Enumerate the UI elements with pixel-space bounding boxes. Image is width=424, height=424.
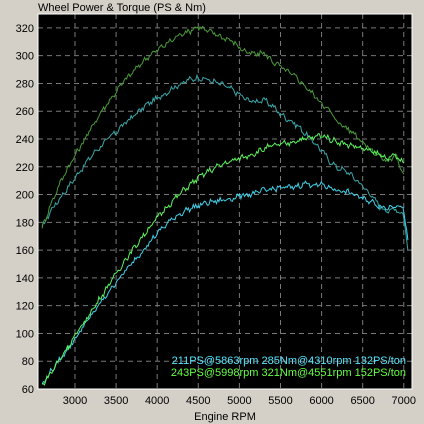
legend-entry-blue: 211PS@5863rpm 285Nm@4310rpm 132PS/ton — [172, 355, 406, 367]
series-layer — [41, 25, 409, 386]
x-tick-label: 4500 — [186, 395, 210, 407]
y-tick-label: 80 — [22, 356, 34, 368]
x-axis-label: Engine RPM — [194, 411, 256, 423]
x-tick-label: 3000 — [63, 395, 87, 407]
x-tick-label: 5000 — [227, 395, 251, 407]
series-line-power-3 — [41, 133, 405, 386]
legend-entry-green: 243PS@5998rpm 321Nm@4551rpm 152PS/ton — [171, 367, 406, 379]
y-axis-ticks: 60 80 100 120 140 160 180 200 220 240 260 280 300 320 — [16, 23, 34, 396]
x-tick-label: 4000 — [145, 395, 169, 407]
series-line-power-2 — [41, 180, 409, 385]
x-tick-label: 6000 — [309, 395, 333, 407]
series-line-torque-0 — [41, 73, 409, 251]
y-tick-label: 320 — [16, 23, 34, 35]
x-tick-label: 3500 — [104, 395, 128, 407]
x-tick-label: 5500 — [268, 395, 292, 407]
y-tick-label: 140 — [16, 273, 34, 285]
y-tick-label: 160 — [16, 245, 34, 257]
y-tick-label: 240 — [16, 134, 34, 146]
y-tick-label: 280 — [16, 78, 34, 90]
y-tick-label: 60 — [22, 384, 34, 396]
y-tick-label: 180 — [16, 217, 34, 229]
y-tick-label: 120 — [16, 301, 34, 313]
y-tick-label: 220 — [16, 162, 34, 174]
x-tick-label: 6500 — [350, 395, 374, 407]
y-tick-label: 100 — [16, 328, 34, 340]
chart-title: Wheel Power & Torque (PS & Nm) — [38, 2, 206, 14]
x-axis-ticks: 3000 3500 4000 4500 5000 5500 6000 6500 7000 — [63, 395, 416, 407]
x-tick-label: 7000 — [392, 395, 416, 407]
series-line-torque-1 — [41, 25, 405, 229]
y-tick-label: 200 — [16, 190, 34, 202]
y-tick-label: 260 — [16, 106, 34, 118]
y-tick-label: 300 — [16, 51, 34, 63]
plot-frame — [37, 13, 413, 390]
